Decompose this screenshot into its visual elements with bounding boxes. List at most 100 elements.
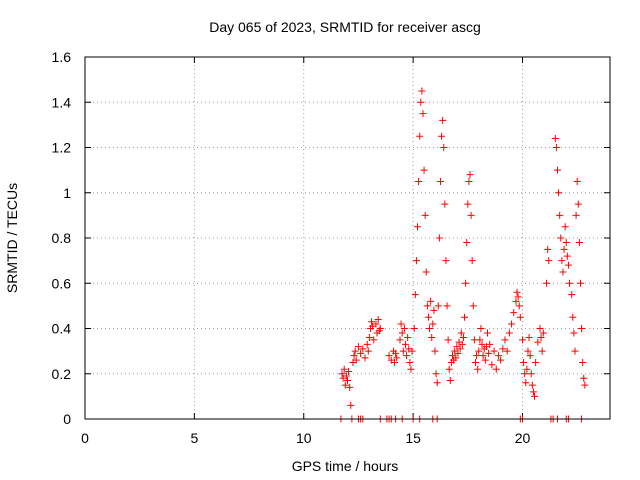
- axes: 0 5 10 15 20 0 0.2 0.4 0.6 0.8 1 1.2 1.4 1.6: [52, 49, 610, 446]
- data-point-marker: [501, 336, 509, 344]
- data-point-marker: [423, 302, 431, 310]
- data-point-marker: [492, 365, 500, 373]
- data-point-marker: [392, 349, 400, 357]
- y-axis-label: SRMTID / TECUs: [4, 183, 20, 293]
- data-point-marker: [408, 347, 416, 355]
- data-point-marker: [461, 313, 469, 321]
- data-point-marker: [359, 345, 367, 353]
- data-point-marker: [508, 320, 516, 328]
- data-point-marker: [481, 356, 489, 364]
- data-point-marker: [545, 257, 553, 265]
- data-point-marker: [364, 347, 372, 355]
- data-point-marker: [397, 320, 405, 328]
- data-point-marker: [404, 334, 412, 342]
- data-point-marker: [522, 379, 530, 387]
- data-point-marker: [443, 302, 451, 310]
- data-point-marker: [385, 352, 393, 360]
- data-point-marker: [503, 347, 511, 355]
- data-point-marker: [578, 325, 586, 332]
- data-point-marker: [551, 134, 559, 142]
- x-tick-label: 20: [515, 430, 531, 446]
- data-point-marker: [398, 329, 406, 337]
- data-point-marker: [479, 352, 487, 360]
- data-point-marker: [516, 313, 524, 321]
- data-point-marker: [436, 177, 444, 185]
- x-tick-label: 15: [405, 430, 421, 446]
- data-point-marker: [499, 345, 507, 353]
- data-point-marker: [576, 279, 584, 287]
- data-point-marker: [345, 367, 353, 375]
- data-point-marker: [442, 257, 450, 265]
- data-point-marker: [467, 211, 475, 219]
- data-point-marker: [376, 325, 384, 332]
- x-tick-label: 10: [296, 430, 312, 446]
- data-point-marker: [524, 347, 532, 355]
- data-point-marker: [416, 132, 424, 140]
- data-point-marker: [525, 334, 533, 342]
- data-point-marker: [445, 365, 453, 373]
- data-point-marker: [457, 329, 465, 337]
- data-point-marker: [513, 288, 521, 296]
- data-point-marker: [484, 329, 491, 337]
- data-point-marker: [476, 336, 484, 344]
- data-point-marker: [420, 166, 428, 174]
- data-point-marker: [363, 340, 371, 348]
- data-point-marker: [421, 211, 429, 219]
- data-point-marker: [338, 370, 346, 378]
- data-point-marker: [574, 200, 582, 208]
- data-point-marker: [444, 336, 452, 344]
- data-point-marker: [566, 279, 574, 287]
- data-point-marker: [435, 234, 443, 242]
- data-point-marker: [399, 347, 407, 355]
- data-point-marker: [531, 392, 539, 400]
- data-point-marker: [573, 177, 581, 185]
- data-point-marker: [368, 318, 376, 326]
- data-point-marker: [568, 291, 576, 299]
- data-point-marker: [572, 211, 580, 219]
- data-point-marker: [407, 365, 415, 373]
- data-point-marker: [536, 325, 544, 332]
- data-point-marker: [561, 223, 569, 231]
- data-point-marker: [465, 177, 473, 185]
- data-point-marker: [564, 261, 572, 269]
- data-point-marker: [440, 144, 448, 151]
- data-point-marker: [563, 252, 571, 260]
- data-point-marker: [490, 347, 498, 355]
- plot-frame: [84, 56, 611, 420]
- data-point-marker: [570, 329, 578, 337]
- data-point-marker: [543, 279, 551, 287]
- data-point-marker: [396, 336, 404, 344]
- data-point-marker: [555, 189, 563, 197]
- data-point-marker: [471, 358, 479, 366]
- data-point-marker: [370, 336, 378, 344]
- data-point-marker: [560, 245, 568, 253]
- data-point-marker: [430, 306, 438, 314]
- data-point-marker: [427, 297, 435, 305]
- data-point-marker: [344, 377, 351, 385]
- data-point-marker: [365, 334, 373, 342]
- data-point-marker: [515, 302, 523, 310]
- data-point-marker: [478, 340, 486, 348]
- data-point-marker: [559, 268, 567, 276]
- data-point-marker: [406, 358, 414, 366]
- y-tick-label: 0.2: [52, 366, 72, 382]
- data-point-marker: [439, 116, 447, 124]
- data-point-marker: [510, 309, 518, 317]
- data-point-marker: [462, 279, 470, 287]
- data-point-marker: [431, 347, 439, 355]
- data-point-marker: [512, 297, 520, 305]
- data-point-marker: [434, 302, 442, 310]
- data-point-marker: [527, 370, 535, 378]
- data-point-marker: [538, 347, 546, 355]
- data-point-marker: [357, 349, 365, 357]
- x-tick-label: 0: [81, 430, 89, 446]
- data-point-marker: [505, 329, 513, 337]
- y-tick-label: 1.4: [52, 94, 72, 110]
- data-point-marker: [418, 87, 426, 95]
- data-point-marker: [473, 352, 481, 360]
- data-point-marker: [347, 401, 355, 409]
- data-point-marker: [523, 365, 531, 373]
- y-tick-label: 1: [63, 185, 71, 201]
- data-point-marker: [562, 239, 570, 247]
